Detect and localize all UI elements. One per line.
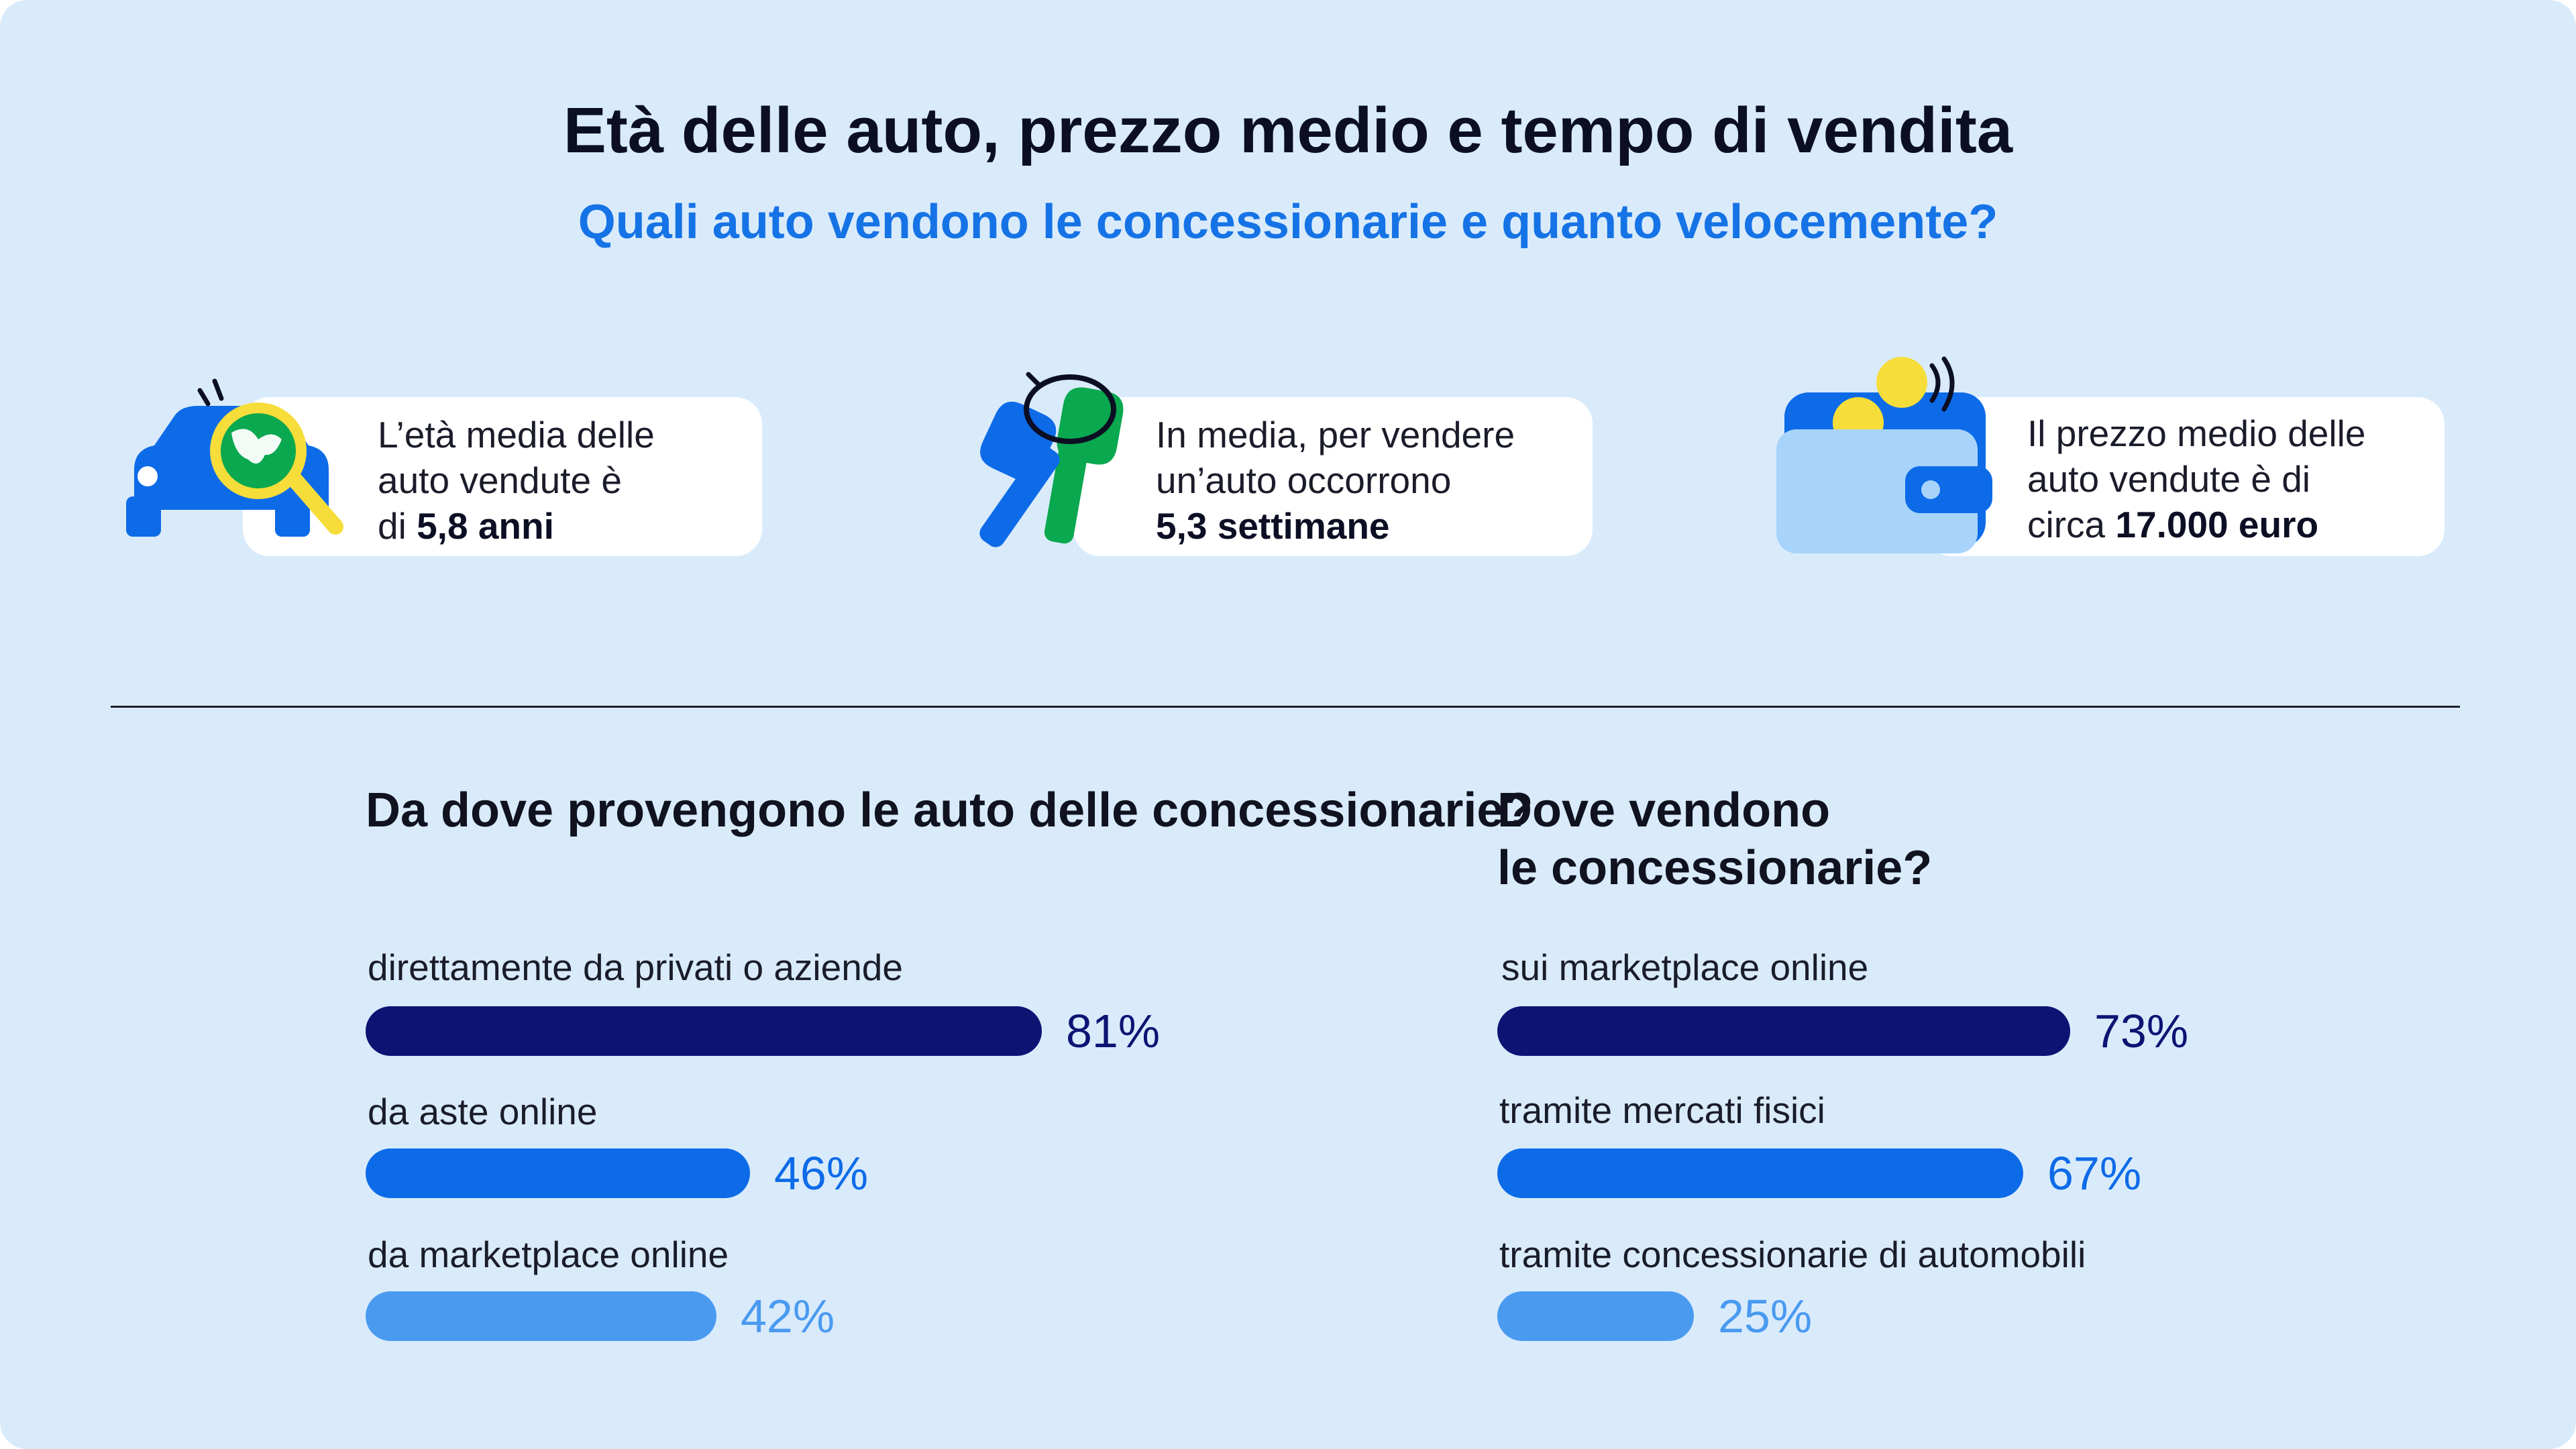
stat-text-price: Il prezzo medio delle auto vendute è di … <box>2027 411 2365 547</box>
chart-title-line: le concessionarie? <box>1497 841 1933 895</box>
wallet-coins-icon <box>1776 356 1992 553</box>
page-subtitle: Quali auto vendono le concessionarie e q… <box>578 195 1998 249</box>
bar-value-label: 73% <box>2094 1005 2189 1057</box>
stat-line: 5,3 settimane <box>1156 503 1515 549</box>
page-title: Età delle auto, prezzo medio e tempo di … <box>563 95 2013 166</box>
stat-card-price <box>1925 397 2445 556</box>
stat-prefix: di <box>378 505 417 547</box>
stat-line: auto vendute è <box>378 460 622 501</box>
chart-title-line: Dove vendono <box>1497 784 1831 837</box>
bar-label: da marketplace online <box>368 1234 729 1275</box>
stat-line: L’età media delle <box>378 414 655 455</box>
bar-label: tramite mercati fisici <box>1499 1089 1825 1131</box>
stat-text-age: L’età media delle auto vendute è di 5,8 … <box>378 412 655 549</box>
stat-highlight-value: 5,8 anni <box>417 505 554 547</box>
bar <box>366 1148 750 1198</box>
chart-title-sources: Da dove provengono le auto delle concess… <box>366 784 1534 837</box>
stat-card-time <box>1073 397 1593 556</box>
car-keys-icon <box>979 372 1124 547</box>
stat-line: un’auto occorrono <box>1156 460 1452 501</box>
bar <box>1497 1148 2023 1198</box>
stat-highlight-value: 5,3 settimane <box>1156 505 1390 547</box>
chart-title-channels: Dove vendono le concessionarie? <box>1497 782 1932 897</box>
bar-value-label: 46% <box>774 1147 869 1199</box>
stat-line: Il prezzo medio delle <box>2027 413 2366 454</box>
bar-label: direttamente da privati o aziende <box>368 947 903 988</box>
stat-prefix: circa <box>2027 504 2116 545</box>
bar <box>366 1291 716 1341</box>
bar <box>1497 1291 1694 1341</box>
stat-line: auto vendute è di <box>2027 458 2311 500</box>
stat-highlight-value: 17.000 euro <box>2115 504 2319 545</box>
bar-value-label: 67% <box>2047 1147 2142 1199</box>
stat-line: circa 17.000 euro <box>2027 502 2365 547</box>
bar-label: sui marketplace online <box>1501 947 1869 988</box>
car-magnifier-icon <box>126 378 343 537</box>
bar-label: da aste online <box>368 1091 598 1132</box>
bar-label: tramite concessionarie di automobili <box>1499 1234 2086 1275</box>
stat-line: In media, per vendere <box>1156 414 1515 455</box>
bar-value-label: 81% <box>1066 1005 1161 1057</box>
bar-value-label: 25% <box>1718 1290 1813 1342</box>
bar <box>366 1006 1042 1056</box>
stat-line: di 5,8 anni <box>378 503 655 549</box>
section-divider <box>111 706 2460 708</box>
stat-text-time: In media, per vendere un’auto occorrono … <box>1156 412 1515 549</box>
bar-value-label: 42% <box>741 1290 835 1342</box>
bar <box>1497 1006 2070 1056</box>
